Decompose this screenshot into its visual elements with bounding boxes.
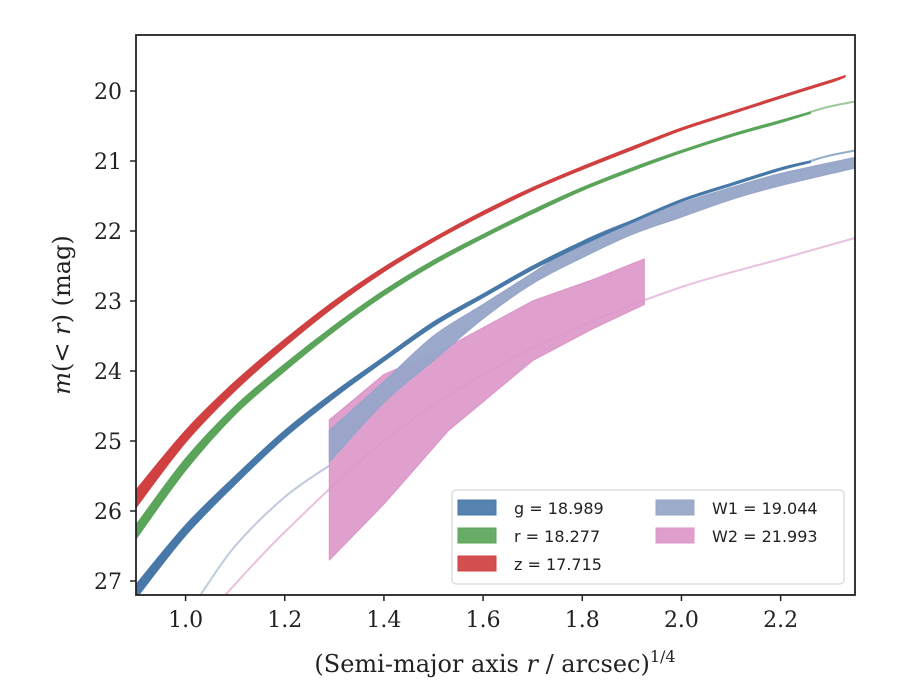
x-tick-label: 1.4	[366, 608, 401, 633]
legend-swatch	[655, 499, 695, 516]
y-tick-label: 24	[94, 360, 122, 385]
plot-area	[136, 75, 855, 595]
legend-label: W1 = 19.044	[712, 499, 818, 518]
legend-label: W2 = 21.993	[712, 527, 818, 546]
series-r-model-line	[810, 100, 855, 113]
y-tick-label: 26	[94, 500, 122, 525]
legend-label: g = 18.989	[514, 499, 604, 518]
x-tick-label: 1.8	[565, 608, 600, 633]
y-tick-label: 22	[94, 220, 122, 245]
y-tick-label: 25	[94, 430, 122, 455]
legend-swatch	[655, 527, 695, 544]
legend-label: z = 17.715	[514, 555, 602, 574]
y-tick-label: 27	[94, 570, 122, 595]
x-tick-label: 1.2	[267, 608, 302, 633]
x-tick-label: 1.6	[466, 608, 501, 633]
legend-item-W2: W2 = 21.993	[655, 527, 818, 546]
series-r-band	[136, 111, 811, 540]
x-tick-label: 2.0	[664, 608, 699, 633]
y-axis: 20 21 22 23 24 25 26 27	[94, 80, 136, 595]
y-tick-label: 21	[94, 150, 122, 175]
legend-swatch	[457, 555, 497, 572]
series-W1-model-line	[199, 464, 330, 595]
legend: g = 18.989 r = 18.277 z = 17.715 W1 = 19.04…	[451, 489, 845, 585]
y-tick-label: 23	[94, 290, 122, 315]
legend-box	[451, 489, 845, 585]
legend-item-z: z = 17.715	[457, 555, 602, 574]
legend-label: r = 18.277	[514, 527, 600, 546]
legend-item-g: g = 18.989	[457, 499, 604, 518]
plot-frame	[135, 34, 856, 596]
series-z-band	[136, 75, 846, 509]
y-tick-label: 20	[94, 80, 122, 105]
x-axis-label: (Semi-major axis r / arcsec)1/4	[314, 647, 675, 678]
x-axis: 1.0 1.2 1.4 1.6 1.8 2.0 2.2	[168, 595, 798, 633]
series-g-model-line	[810, 149, 855, 162]
legend-swatch	[457, 499, 497, 516]
y-axis-label: m(< r) (mag)	[48, 235, 76, 395]
x-tick-label: 1.0	[168, 608, 203, 633]
legend-item-r: r = 18.277	[457, 527, 600, 546]
legend-swatch	[457, 527, 497, 544]
legend-item-W1: W1 = 19.044	[655, 499, 818, 518]
x-tick-label: 2.2	[763, 608, 798, 633]
series-g-band	[136, 160, 811, 595]
